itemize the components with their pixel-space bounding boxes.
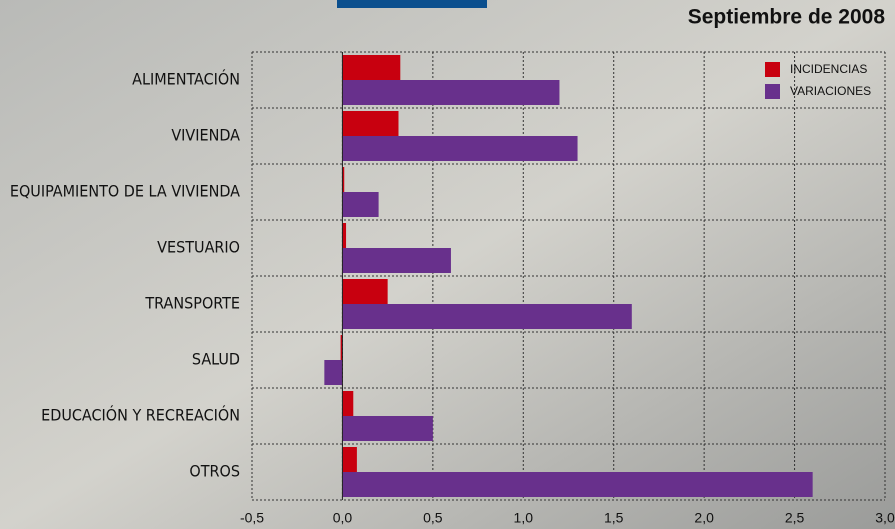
y-tick-label: SALUD [192,350,240,369]
bar [342,136,577,161]
y-tick-label: EQUIPAMIENTO DE LA VIVIENDA [10,182,240,201]
legend-swatch [765,62,780,77]
bar [342,279,387,304]
legend-swatch [765,84,780,99]
x-tick-label: 0,5 [423,510,443,526]
y-tick-label: EDUCACIÓN Y RECREACIÓN [41,406,240,425]
x-tick-label: 0,0 [333,510,353,526]
header-bar [337,0,487,8]
legend-label: VARIACIONES [790,84,871,98]
x-tick-label: -0,5 [240,510,264,526]
x-tick-label: 1,5 [604,510,624,526]
bar [324,360,342,385]
chart-title: Septiembre de 2008 [688,6,886,29]
bar [342,192,378,217]
page: Septiembre de 2008 -0,5 0,0 0,5 1,0 1,5 2,0 2,… [0,0,895,529]
y-tick-label: TRANSPORTE [144,294,240,313]
bar [342,80,559,105]
x-tick-label: 1,0 [514,510,534,526]
legend-label: INCIDENCIAS [790,62,867,76]
y-tick-label: OTROS [189,462,240,481]
bar [342,416,432,441]
x-tick-label: 3,0 [875,510,895,526]
bar [342,111,398,136]
bar [342,472,812,497]
y-tick-label: VESTUARIO [157,238,240,257]
y-tick-label: VIVIENDA [171,126,240,145]
bar [342,223,346,248]
bar [342,55,400,80]
bar [342,447,356,472]
x-tick-label: 2,0 [694,510,714,526]
bar [342,391,353,416]
bar [342,304,631,329]
x-tick-label: 2,5 [785,510,805,526]
y-tick-label: ALIMENTACIÓN [132,70,240,89]
bar [342,248,451,273]
chart: Septiembre de 2008 -0,5 0,0 0,5 1,0 1,5 2,0 2,… [0,0,895,529]
